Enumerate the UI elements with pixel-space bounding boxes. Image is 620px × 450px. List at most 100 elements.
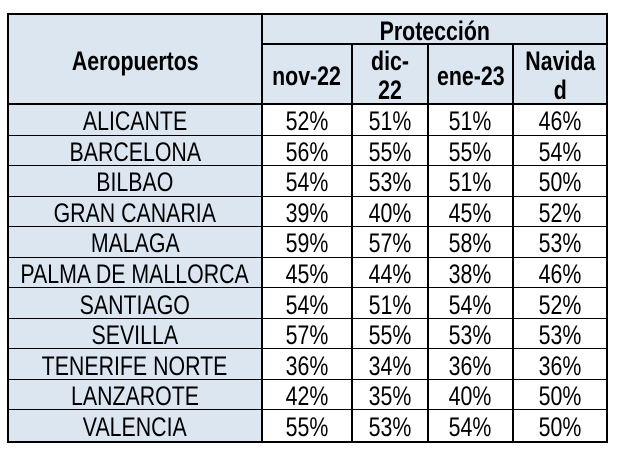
value-cell[interactable]: 46%: [514, 105, 606, 136]
airport-name-cell[interactable]: SANTIAGO: [9, 288, 263, 319]
value-cell[interactable]: 57%: [353, 227, 429, 258]
value-cell[interactable]: 51%: [353, 288, 429, 319]
column-header-label: nov-22: [272, 60, 342, 91]
value-ene-23: 40%: [449, 381, 492, 411]
value-cell[interactable]: 54%: [429, 288, 514, 319]
value-nov-22: 56%: [285, 136, 329, 167]
value-cell[interactable]: 42%: [263, 379, 353, 411]
value-cell[interactable]: 52%: [514, 196, 606, 228]
value-cell[interactable]: 50%: [514, 379, 606, 411]
value-cell[interactable]: 36%: [429, 349, 514, 380]
value-cell[interactable]: 45%: [429, 196, 514, 228]
value-cell[interactable]: 53%: [429, 318, 514, 350]
value-cell[interactable]: 53%: [353, 410, 429, 441]
value-navidad: 52%: [538, 197, 582, 228]
value-cell[interactable]: 35%: [353, 379, 429, 411]
value-cell[interactable]: 51%: [429, 105, 514, 136]
value-nov-22: 42%: [285, 381, 329, 411]
value-navidad: 50%: [538, 412, 582, 441]
airport-name: SANTIAGO: [79, 289, 191, 319]
column-header-label: Navida d: [525, 46, 595, 105]
value-cell[interactable]: 55%: [353, 318, 429, 350]
airport-name: TENERIFE NORTE: [42, 350, 228, 380]
value-navidad: 50%: [538, 381, 582, 411]
corner-header-label: Aeropuertos: [71, 45, 199, 76]
value-ene-23: 38%: [449, 258, 492, 289]
column-header-label: dic- 22: [371, 46, 409, 105]
group-header-proteccion[interactable]: Protección: [263, 15, 606, 45]
column-header-navidad[interactable]: Navida d: [514, 45, 606, 105]
value-dic-22: 40%: [368, 197, 412, 228]
value-ene-23: 55%: [449, 136, 492, 167]
value-cell[interactable]: 53%: [353, 166, 429, 197]
value-cell[interactable]: 40%: [429, 379, 514, 411]
value-cell[interactable]: 36%: [263, 349, 353, 380]
value-nov-22: 57%: [285, 320, 329, 350]
airport-name-cell[interactable]: BARCELONA: [9, 135, 263, 167]
airport-name-cell[interactable]: LANZAROTE: [9, 379, 263, 411]
airport-name: ALICANTE: [82, 106, 188, 136]
airport-name-cell[interactable]: GRAN CANARIA: [9, 196, 263, 228]
value-cell[interactable]: 56%: [263, 135, 353, 167]
value-ene-23: 54%: [449, 289, 492, 319]
value-navidad: 50%: [538, 167, 582, 197]
value-nov-22: 36%: [285, 350, 329, 380]
value-cell[interactable]: 44%: [353, 257, 429, 289]
value-navidad: 36%: [538, 350, 582, 380]
value-cell[interactable]: 55%: [353, 135, 429, 167]
value-dic-22: 55%: [368, 320, 412, 350]
value-dic-22: 53%: [368, 167, 412, 197]
value-cell[interactable]: 50%: [514, 410, 606, 441]
corner-header-aeropuertos[interactable]: Aeropuertos: [9, 15, 263, 105]
value-dic-22: 35%: [368, 381, 412, 411]
value-cell[interactable]: 45%: [263, 257, 353, 289]
value-dic-22: 44%: [368, 258, 412, 289]
value-cell[interactable]: 53%: [514, 318, 606, 350]
value-cell[interactable]: 59%: [263, 227, 353, 258]
value-cell[interactable]: 54%: [263, 166, 353, 197]
airport-name-cell[interactable]: PALMA DE MALLORCA: [9, 257, 263, 289]
value-cell[interactable]: 34%: [353, 349, 429, 380]
value-cell[interactable]: 38%: [429, 257, 514, 289]
airport-name-cell[interactable]: MALAGA: [9, 227, 263, 258]
airport-name-cell[interactable]: ALICANTE: [9, 105, 263, 136]
airport-name-cell[interactable]: TENERIFE NORTE: [9, 349, 263, 380]
value-cell[interactable]: 54%: [263, 288, 353, 319]
column-header-label: ene-23: [436, 60, 505, 91]
value-cell[interactable]: 46%: [514, 257, 606, 289]
value-cell[interactable]: 55%: [263, 410, 353, 441]
value-navidad: 53%: [538, 320, 582, 350]
value-cell[interactable]: 52%: [263, 105, 353, 136]
value-nov-22: 55%: [285, 412, 329, 441]
value-cell[interactable]: 54%: [429, 410, 514, 441]
value-nov-22: 59%: [285, 228, 329, 258]
value-cell[interactable]: 52%: [514, 288, 606, 319]
value-ene-23: 45%: [449, 197, 492, 228]
airport-name-cell[interactable]: BILBAO: [9, 166, 263, 197]
value-cell[interactable]: 50%: [514, 166, 606, 197]
airport-name-cell[interactable]: VALENCIA: [9, 410, 263, 441]
airport-name: LANZAROTE: [70, 381, 200, 411]
value-dic-22: 34%: [368, 350, 412, 380]
value-cell[interactable]: 58%: [429, 227, 514, 258]
value-navidad: 53%: [538, 228, 582, 258]
value-cell[interactable]: 55%: [429, 135, 514, 167]
column-header-ene-23[interactable]: ene-23: [429, 45, 514, 105]
value-dic-22: 51%: [368, 106, 412, 136]
value-dic-22: 51%: [368, 289, 412, 319]
value-dic-22: 53%: [368, 412, 412, 441]
value-cell[interactable]: 40%: [353, 196, 429, 228]
value-cell[interactable]: 39%: [263, 196, 353, 228]
column-header-dic-22[interactable]: dic- 22: [353, 45, 429, 105]
airport-name-cell[interactable]: SEVILLA: [9, 318, 263, 350]
value-cell[interactable]: 51%: [429, 166, 514, 197]
column-header-nov-22[interactable]: nov-22: [263, 45, 353, 105]
value-cell[interactable]: 36%: [514, 349, 606, 380]
value-navidad: 52%: [538, 289, 582, 319]
value-ene-23: 51%: [449, 106, 492, 136]
value-cell[interactable]: 57%: [263, 318, 353, 350]
value-cell[interactable]: 54%: [514, 135, 606, 167]
airport-name: PALMA DE MALLORCA: [20, 258, 250, 289]
value-cell[interactable]: 51%: [353, 105, 429, 136]
value-cell[interactable]: 53%: [514, 227, 606, 258]
